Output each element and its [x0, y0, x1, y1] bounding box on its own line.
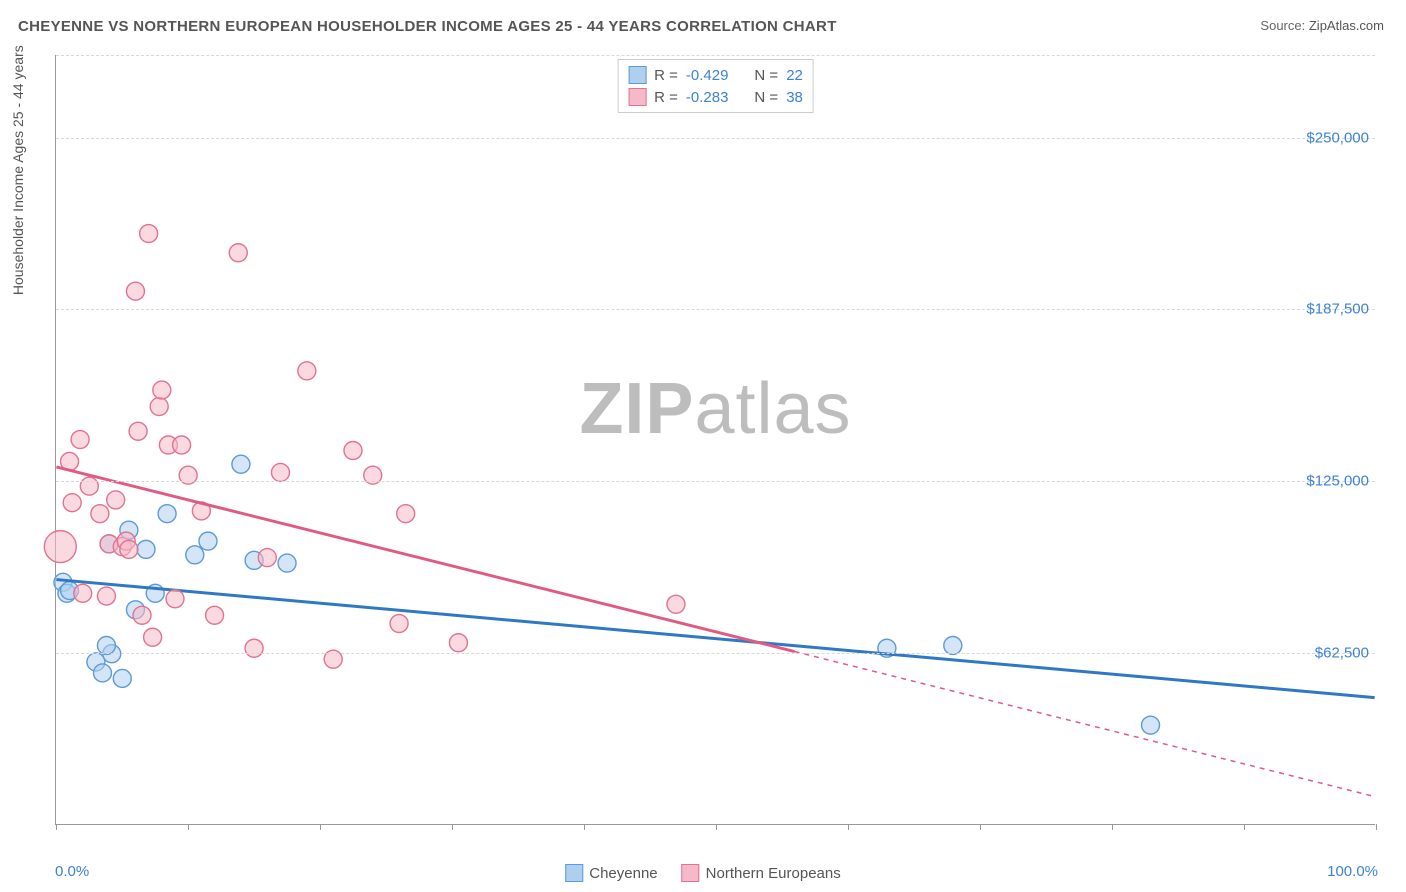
y-tick-label: $125,000	[1306, 473, 1369, 490]
n-label: N =	[754, 67, 778, 84]
scatter-point	[120, 540, 138, 558]
scatter-point	[113, 669, 131, 687]
scatter-point	[173, 436, 191, 454]
scatter-point	[449, 634, 467, 652]
scatter-point	[206, 606, 224, 624]
y-tick-label: $62,500	[1315, 645, 1369, 662]
source-value: ZipAtlas.com	[1309, 18, 1384, 33]
stats-row: R = -0.429 N = 22	[628, 64, 803, 86]
x-tick	[56, 824, 57, 830]
scatter-point	[186, 546, 204, 564]
legend-label: Cheyenne	[589, 865, 657, 882]
scatter-point	[107, 491, 125, 509]
x-tick	[1112, 824, 1113, 830]
scatter-point	[1142, 716, 1160, 734]
correlation-stats-box: R = -0.429 N = 22 R = -0.283 N = 38	[617, 59, 814, 113]
scatter-point	[150, 398, 168, 416]
r-label: R =	[654, 67, 678, 84]
plot-area: ZIPatlas R =-0.429N =22R =-0.283N =38 $6…	[55, 55, 1375, 825]
scatter-point	[44, 531, 76, 563]
scatter-point	[158, 505, 176, 523]
scatter-point	[144, 628, 162, 646]
r-value: -0.283	[686, 89, 729, 106]
scatter-point	[133, 606, 151, 624]
scatter-point	[232, 455, 250, 473]
scatter-point	[271, 463, 289, 481]
scatter-point	[97, 587, 115, 605]
scatter-point	[71, 431, 89, 449]
chart-svg	[56, 55, 1375, 824]
gridline	[56, 481, 1375, 482]
scatter-point	[258, 549, 276, 567]
legend-swatch	[628, 66, 646, 84]
y-axis-title: Householder Income Ages 25 - 44 years	[10, 45, 26, 295]
scatter-point	[153, 381, 171, 399]
gridline	[56, 55, 1375, 56]
n-value: 22	[786, 67, 803, 84]
scatter-point	[166, 590, 184, 608]
r-label: R =	[654, 89, 678, 106]
scatter-point	[298, 362, 316, 380]
scatter-point	[229, 244, 247, 262]
series-legend: Cheyenne Northern Europeans	[565, 864, 840, 882]
scatter-point	[245, 639, 263, 657]
chart-title: CHEYENNE VS NORTHERN EUROPEAN HOUSEHOLDE…	[18, 18, 837, 35]
scatter-point	[944, 636, 962, 654]
legend-label: Northern Europeans	[706, 865, 841, 882]
scatter-point	[397, 505, 415, 523]
scatter-point	[129, 422, 147, 440]
scatter-point	[91, 505, 109, 523]
scatter-point	[344, 441, 362, 459]
x-tick	[1244, 824, 1245, 830]
scatter-point	[63, 494, 81, 512]
x-axis-max-label: 100.0%	[1327, 863, 1378, 880]
r-value: -0.429	[686, 67, 729, 84]
n-label: N =	[754, 89, 778, 106]
scatter-point	[137, 540, 155, 558]
scatter-point	[140, 225, 158, 243]
x-tick	[1376, 824, 1377, 830]
x-tick	[980, 824, 981, 830]
source-label: Source:	[1260, 18, 1305, 33]
scatter-point	[80, 477, 98, 495]
scatter-point	[94, 664, 112, 682]
x-axis-min-label: 0.0%	[55, 863, 89, 880]
scatter-point	[390, 615, 408, 633]
y-tick-label: $250,000	[1306, 129, 1369, 146]
legend-item: Cheyenne	[565, 864, 657, 882]
y-tick-label: $187,500	[1306, 301, 1369, 318]
scatter-point	[74, 584, 92, 602]
legend-item: Northern Europeans	[682, 864, 841, 882]
source-attribution: Source: ZipAtlas.com	[1260, 18, 1384, 33]
correlation-chart: CHEYENNE VS NORTHERN EUROPEAN HOUSEHOLDE…	[0, 0, 1406, 892]
gridline	[56, 653, 1375, 654]
scatter-point	[199, 532, 217, 550]
legend-swatch	[628, 88, 646, 106]
n-value: 38	[786, 89, 803, 106]
legend-swatch	[565, 864, 583, 882]
scatter-point	[667, 595, 685, 613]
trend-line	[56, 467, 794, 652]
scatter-point	[278, 554, 296, 572]
x-tick	[584, 824, 585, 830]
x-tick	[452, 824, 453, 830]
x-tick	[716, 824, 717, 830]
scatter-point	[97, 636, 115, 654]
trend-line-extrapolated	[795, 652, 1375, 797]
scatter-point	[126, 282, 144, 300]
x-tick	[188, 824, 189, 830]
legend-swatch	[682, 864, 700, 882]
x-tick	[848, 824, 849, 830]
x-tick	[320, 824, 321, 830]
gridline	[56, 138, 1375, 139]
stats-row: R = -0.283 N = 38	[628, 86, 803, 108]
gridline	[56, 309, 1375, 310]
